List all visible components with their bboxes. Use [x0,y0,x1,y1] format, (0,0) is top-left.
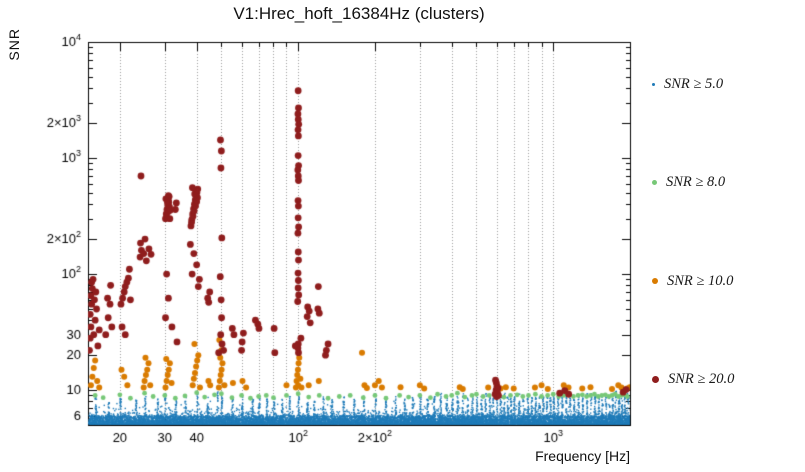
legend-label-snr20: SNR ≥ 20.0 [668,370,735,387]
legend-label-snr10: SNR ≥ 10.0 [667,272,734,289]
legend-marker-snr10-icon [652,278,658,285]
legend-marker-snr20-icon [652,375,659,383]
x-axis-label: Frequency [Hz] [535,448,630,464]
legend: SNR ≥ 5.0 SNR ≥ 8.0 SNR ≥ 10.0 SNR ≥ 20.… [652,76,734,388]
legend-entry-snr5: SNR ≥ 5.0 [652,76,734,93]
y-axis-label: SNR [6,28,22,61]
legend-marker-snr5-icon [652,83,655,86]
legend-marker-snr8-icon [652,180,657,186]
legend-label-snr5: SNR ≥ 5.0 [664,76,724,92]
legend-entry-snr20: SNR ≥ 20.0 [652,371,734,388]
legend-entry-snr10: SNR ≥ 10.0 [652,273,734,290]
legend-entry-snr8: SNR ≥ 8.0 [652,174,734,191]
legend-label-snr8: SNR ≥ 8.0 [666,174,726,191]
chart-title: V1:Hrec_hoft_16384Hz (clusters) [233,4,485,23]
